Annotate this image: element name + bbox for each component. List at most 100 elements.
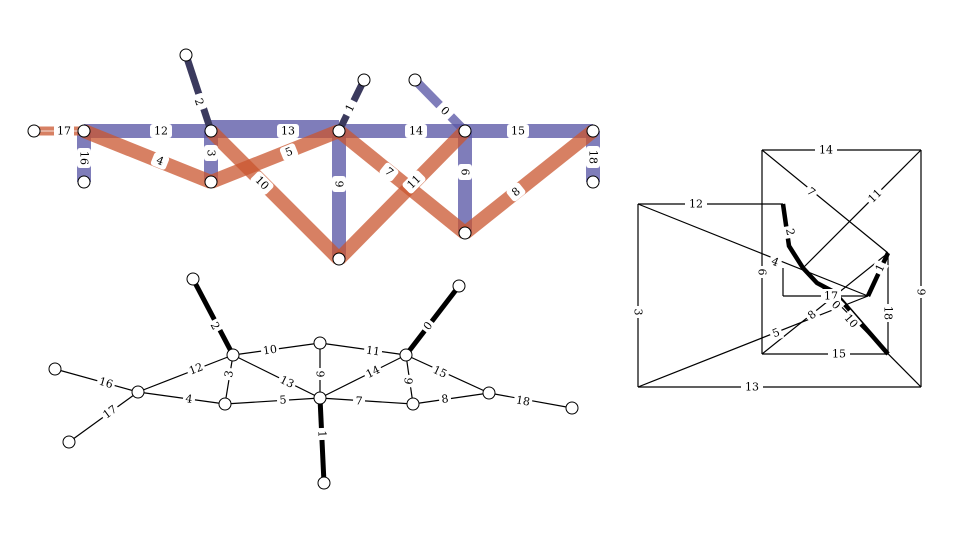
right-edge-labels: 14 7 11 12 2 4 6 1 3 17 9 0 18 10 8 5 15… xyxy=(631,143,928,394)
right-edge-5 xyxy=(637,295,869,388)
bottom-label-18: 18 xyxy=(512,392,534,410)
svg-text:2: 2 xyxy=(192,97,207,108)
bottom-label-4: 4 xyxy=(182,391,196,407)
right-label-12: 12 xyxy=(685,197,707,211)
right-label-13: 13 xyxy=(741,380,763,394)
svg-text:2: 2 xyxy=(783,227,797,236)
top-node xyxy=(204,124,218,138)
top-node xyxy=(204,175,218,189)
top-node xyxy=(332,252,346,266)
right-label-9: 9 xyxy=(914,286,928,298)
bottom-label-2: 2 xyxy=(206,317,224,335)
svg-text:16: 16 xyxy=(97,375,114,391)
right-label-4: 4 xyxy=(766,253,784,271)
bottom-edge-8 xyxy=(412,392,490,405)
bottom-label-13: 13 xyxy=(275,371,299,393)
top-label-5: 5 xyxy=(279,143,299,161)
right-edge-4 xyxy=(637,203,869,297)
top-label-16: 16 xyxy=(77,148,91,168)
bottom-edge-14 xyxy=(319,354,407,399)
svg-text:12: 12 xyxy=(689,198,703,211)
right-label-7: 7 xyxy=(801,182,821,202)
top-label-10: 10 xyxy=(250,171,274,195)
right-label-6: 6 xyxy=(755,266,769,278)
right-graph: 14 7 11 12 2 4 6 1 3 17 9 0 18 10 8 5 15… xyxy=(631,143,928,394)
top-label-8: 8 xyxy=(506,182,526,202)
right-edge-7 xyxy=(761,149,889,254)
right-label-3: 3 xyxy=(631,306,645,318)
top-dark-edges xyxy=(182,53,368,133)
svg-text:12: 12 xyxy=(187,360,205,377)
top-edge-2 xyxy=(182,53,215,133)
top-label-15: 15 xyxy=(507,124,529,138)
svg-text:4: 4 xyxy=(154,154,165,169)
bottom-label-9: 9 xyxy=(313,368,327,380)
bottom-node xyxy=(62,435,76,449)
bottom-node xyxy=(399,348,413,362)
bottom-label-10: 10 xyxy=(260,341,280,359)
svg-text:1: 1 xyxy=(343,102,358,114)
bottom-edge-5 xyxy=(224,397,321,405)
svg-text:6: 6 xyxy=(402,377,416,386)
bottom-edge-16 xyxy=(54,368,139,393)
right-label-5: 5 xyxy=(767,324,785,342)
bottom-edges xyxy=(54,277,573,484)
svg-text:14: 14 xyxy=(409,125,423,138)
right-label-14: 14 xyxy=(815,143,837,157)
svg-text:13: 13 xyxy=(278,373,296,391)
top-edge-7 xyxy=(334,125,470,239)
svg-text:5: 5 xyxy=(279,393,287,406)
bottom-label-7: 7 xyxy=(352,393,366,409)
svg-text:18: 18 xyxy=(515,393,531,408)
top-node xyxy=(27,124,41,138)
top-label-14: 14 xyxy=(405,124,427,138)
bottom-node xyxy=(218,397,232,411)
bottom-label-1: 1 xyxy=(314,427,330,441)
right-label-11: 11 xyxy=(863,184,887,208)
svg-text:17: 17 xyxy=(101,403,120,422)
bottom-node xyxy=(317,476,331,490)
svg-text:13: 13 xyxy=(281,125,295,138)
top-edge-5 xyxy=(208,124,342,189)
svg-text:9: 9 xyxy=(314,371,327,378)
bottom-node xyxy=(186,272,200,286)
right-label-15: 15 xyxy=(828,347,850,361)
bottom-edge-13 xyxy=(232,354,321,399)
top-label-3: 3 xyxy=(204,145,218,161)
top-graph: 17 12 16 4 2 3 13 10 5 1 9 14 7 0 15 11 … xyxy=(27,48,600,266)
top-label-12: 12 xyxy=(150,124,172,138)
bottom-label-14: 14 xyxy=(361,361,385,383)
svg-text:7: 7 xyxy=(355,394,363,407)
svg-text:4: 4 xyxy=(185,392,194,406)
svg-text:10: 10 xyxy=(842,311,861,330)
svg-text:12: 12 xyxy=(154,125,168,138)
svg-text:16: 16 xyxy=(78,151,91,165)
top-edge-10 xyxy=(206,126,344,264)
bottom-edge-labels: 2 10 11 0 12 3 13 9 14 6 15 16 17 4 5 7 … xyxy=(95,316,534,441)
right-edge-11 xyxy=(802,149,922,269)
bottom-graph: 2 10 11 0 12 3 13 9 14 6 15 16 17 4 5 7 … xyxy=(48,272,579,490)
bottom-edge-11 xyxy=(319,342,407,356)
top-label-6: 6 xyxy=(458,164,472,180)
bottom-node xyxy=(313,336,327,350)
bottom-node xyxy=(565,401,579,415)
top-node xyxy=(458,226,472,240)
top-edge-4 xyxy=(81,124,214,189)
bottom-edge-12 xyxy=(137,354,234,393)
svg-text:5: 5 xyxy=(770,326,781,341)
top-edge-8 xyxy=(460,125,598,239)
bottom-node xyxy=(482,386,496,400)
svg-text:15: 15 xyxy=(511,125,525,138)
top-node xyxy=(408,73,422,87)
top-label-13: 13 xyxy=(277,124,299,138)
bottom-label-12: 12 xyxy=(185,359,207,379)
bottom-label-15: 15 xyxy=(428,361,452,383)
bottom-node xyxy=(48,362,62,376)
top-node xyxy=(586,124,600,138)
bottom-node xyxy=(406,397,420,411)
bottom-node xyxy=(131,385,145,399)
right-label-2: 2 xyxy=(782,224,798,240)
bottom-label-0: 0 xyxy=(418,316,438,336)
svg-text:15: 15 xyxy=(832,348,846,361)
svg-text:11: 11 xyxy=(365,344,381,359)
